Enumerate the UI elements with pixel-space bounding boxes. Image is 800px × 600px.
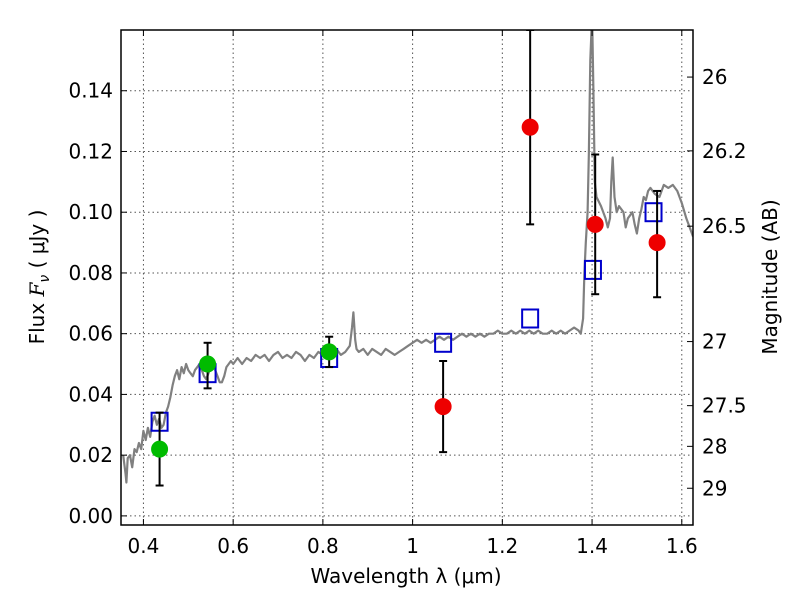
x-tick-label: 0.6 (217, 534, 249, 558)
y-axis-label-symbol: F (25, 281, 49, 297)
x-tick-label: 1.4 (576, 534, 608, 558)
y2-tick-label: 26.5 (702, 214, 747, 238)
y-axis-label-subscript: ν (37, 275, 53, 283)
x-tick-label: 0.4 (128, 534, 160, 558)
model-flux-square (583, 259, 602, 280)
axes: 0.4 0.6 0.8 1 1.2 1.4 1.6 0.00 0.02 0.04 0.06 0.08 0… (68, 30, 747, 558)
y-tick-label: 0.08 (68, 261, 113, 285)
x-tick-label: 1.2 (486, 534, 518, 558)
y-tick-label: 0.02 (68, 443, 113, 467)
model-spectrum-line (122, 30, 693, 484)
x-tick-label: 1.6 (666, 534, 698, 558)
y2-tick-label: 27.5 (702, 394, 747, 418)
y-tick-label: 0.00 (68, 504, 113, 528)
model-flux-square (434, 332, 453, 353)
y-tick-label: 0.12 (68, 139, 113, 163)
model-flux-square (521, 308, 540, 329)
x-tick-label: 1 (406, 534, 419, 558)
observed-flux-point (648, 234, 666, 252)
y-tick-label: 0.14 (68, 79, 113, 103)
y2-tick-label: 27 (702, 330, 727, 354)
y2-tick-label: 29 (702, 476, 727, 500)
y-tick-label: 0.04 (68, 382, 113, 406)
y-tick-label: 0.06 (68, 322, 113, 346)
y2-tick-label: 28 (702, 434, 727, 458)
plot-area (122, 30, 693, 487)
y-tick-label: 0.10 (68, 200, 113, 224)
model-flux-square (644, 202, 663, 223)
observed-flux-point (151, 440, 169, 458)
plot-background (121, 30, 693, 525)
y2-tick-label: 26.2 (702, 139, 747, 163)
observed-flux-point (199, 355, 217, 373)
grid-lines (121, 30, 693, 525)
y2-axis-label: Magnitude (AB) (758, 199, 782, 354)
plot-frame (120, 29, 694, 526)
x-axis-label: Wavelength λ (μm) (310, 564, 501, 588)
observed-flux-point (320, 343, 338, 361)
x-tick-label: 0.8 (307, 534, 339, 558)
y2-tick-label: 26 (702, 65, 727, 89)
observed-flux-point (521, 118, 539, 136)
y-axis-label-unit: ( μJy ) (25, 210, 49, 269)
y-axis-label-text: Flux (25, 303, 49, 345)
observed-flux-point (586, 215, 604, 233)
y-axis-label: Flux Fν ( μJy ) (25, 210, 53, 345)
observed-flux-point (434, 398, 452, 416)
